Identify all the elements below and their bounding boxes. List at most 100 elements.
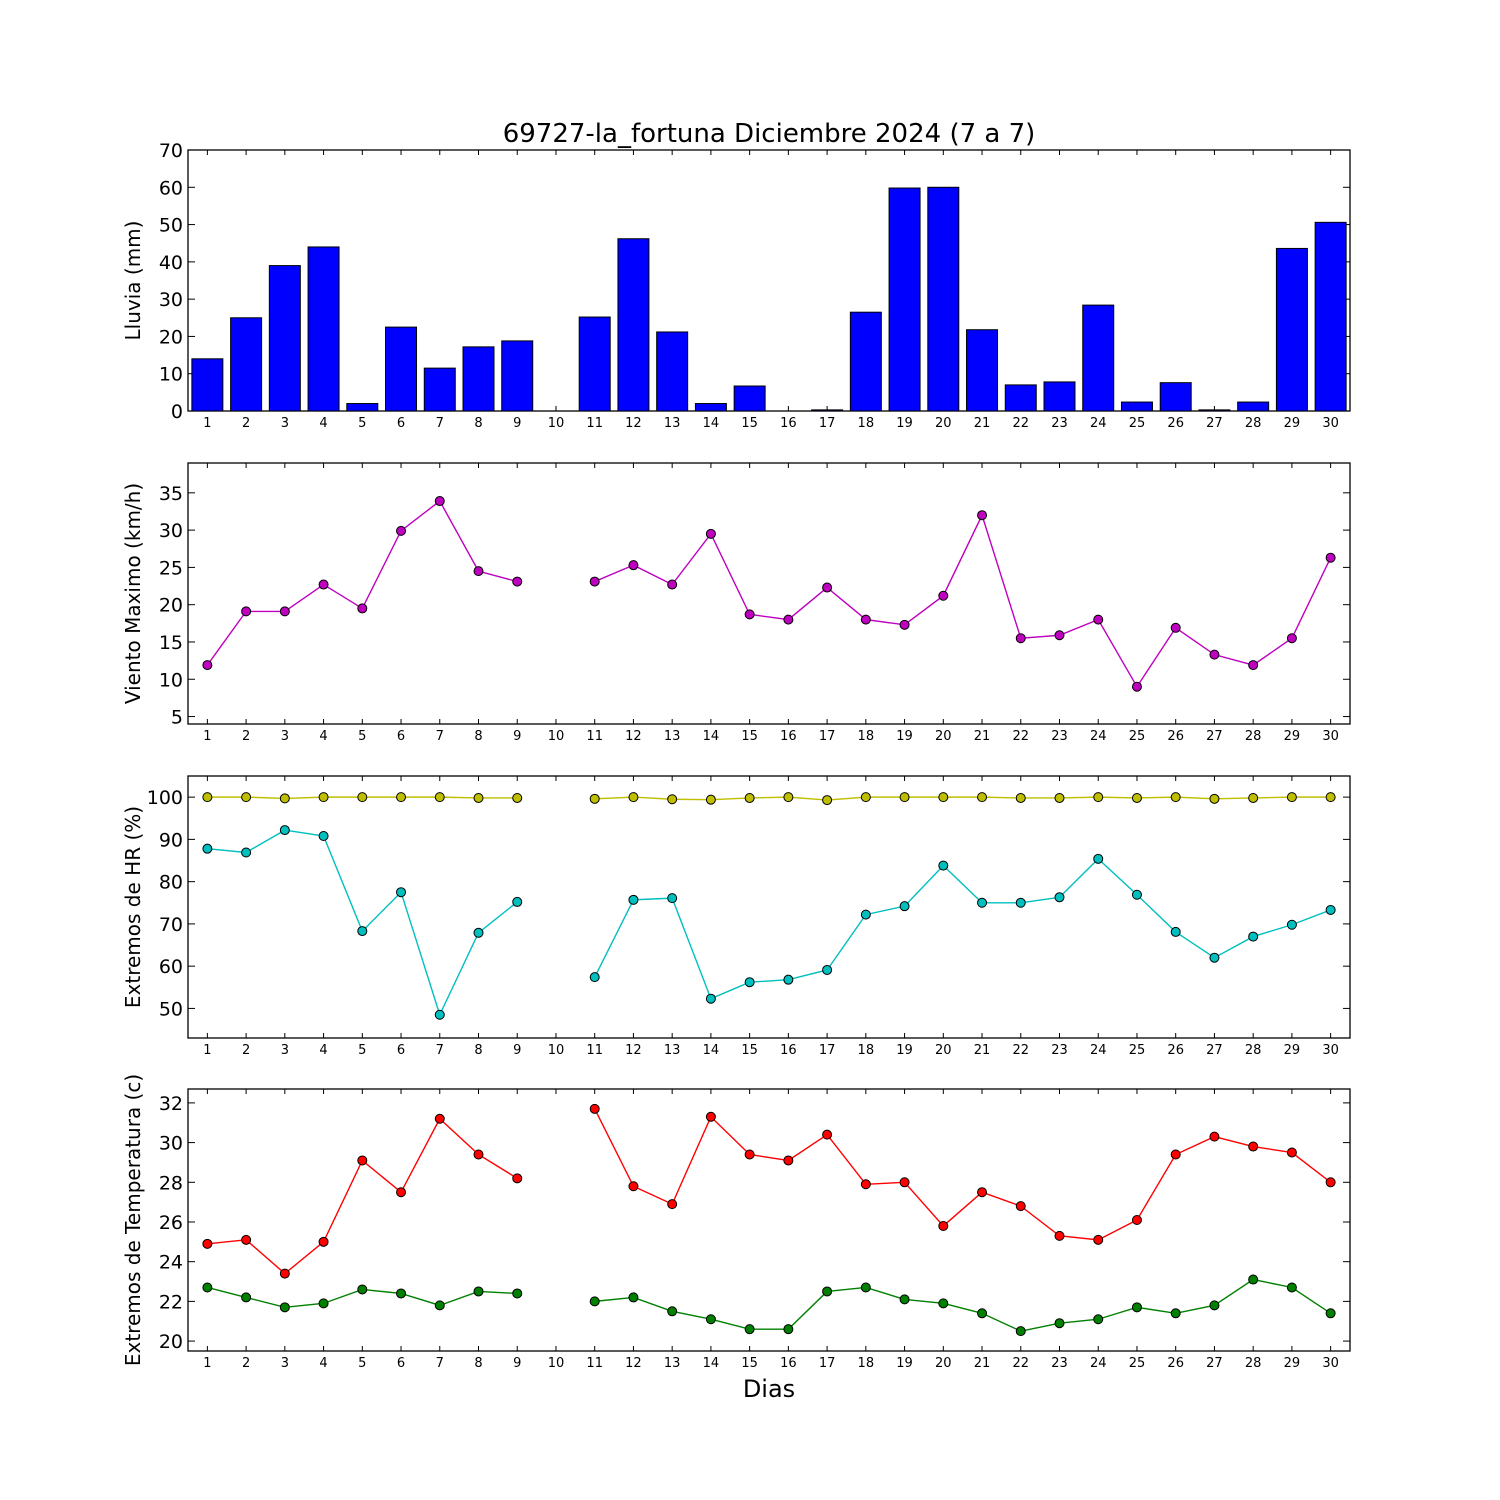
y-tick-label: 90 [159, 829, 183, 851]
x-tick-label: 20 [935, 1356, 952, 1371]
data-point [1286, 1282, 1297, 1293]
data-point [1209, 793, 1220, 804]
x-tick-label: 22 [1012, 1043, 1029, 1058]
data-point [512, 1173, 523, 1184]
x-tick-label: 7 [436, 729, 444, 744]
y-tick-label: 20 [159, 595, 183, 617]
x-tick-label: 6 [397, 416, 405, 431]
data-point [938, 792, 949, 803]
x-tick-label: 30 [1322, 416, 1339, 431]
x-tick-label: 21 [974, 729, 991, 744]
x-tick-label: 13 [664, 1356, 681, 1371]
x-tick-label: 10 [548, 416, 565, 431]
x-tick-label: 1 [203, 1043, 211, 1058]
data-point [899, 792, 910, 803]
x-tick-label: 27 [1206, 1356, 1223, 1371]
x-tick-label: 1 [203, 1356, 211, 1371]
bar [1237, 401, 1270, 412]
data-point [667, 1199, 678, 1210]
x-tick-label: 24 [1090, 729, 1107, 744]
data-point [705, 1111, 716, 1122]
data-point [1325, 904, 1336, 915]
data-point [628, 1181, 639, 1192]
data-point [318, 792, 329, 803]
data-point [899, 1294, 910, 1305]
data-point [279, 1302, 290, 1313]
data-point [357, 926, 368, 937]
x-tick-label: 4 [319, 416, 327, 431]
data-point [1248, 660, 1259, 671]
plot-frame [187, 462, 1351, 725]
data-point [1209, 952, 1220, 963]
x-tick-label: 18 [858, 1356, 875, 1371]
y-tick-label: 20 [159, 1331, 183, 1353]
data-point [860, 614, 871, 625]
series-line [594, 513, 1332, 689]
bar [268, 265, 301, 412]
data-point [357, 792, 368, 803]
x-tick-label: 23 [1051, 729, 1068, 744]
x-axis-label: Dias [743, 1375, 795, 1403]
x-tick-label: 14 [703, 1043, 720, 1058]
data-point [318, 579, 329, 590]
x-tick-label: 7 [436, 1356, 444, 1371]
data-point [1286, 792, 1297, 803]
x-tick-label: 23 [1051, 1356, 1068, 1371]
data-point [202, 792, 213, 803]
bar [656, 331, 689, 412]
data-point [1054, 1230, 1065, 1241]
x-tick-label: 2 [242, 416, 250, 431]
data-point [977, 792, 988, 803]
y-tick-label: 24 [159, 1252, 183, 1274]
x-tick-label: 17 [819, 1356, 836, 1371]
data-point [396, 792, 407, 803]
y-tick-label: 28 [159, 1172, 183, 1194]
x-tick-label: 21 [974, 1043, 991, 1058]
data-point [860, 1282, 871, 1293]
bar [1120, 401, 1153, 412]
x-tick-label: 15 [741, 729, 758, 744]
x-tick-label: 12 [625, 1356, 642, 1371]
data-point [783, 1155, 794, 1166]
x-tick-label: 26 [1167, 729, 1184, 744]
bar [501, 340, 534, 412]
x-tick-label: 20 [935, 416, 952, 431]
series-line [207, 1117, 518, 1275]
data-point [279, 1268, 290, 1279]
data-point [667, 1306, 678, 1317]
data-point [1325, 1177, 1336, 1188]
data-point [473, 792, 484, 803]
x-tick-label: 21 [974, 1356, 991, 1371]
x-tick-label: 28 [1245, 1356, 1262, 1371]
x-tick-label: 9 [513, 1356, 521, 1371]
x-tick-label: 17 [819, 729, 836, 744]
data-point [589, 793, 600, 804]
data-point [1325, 1308, 1336, 1319]
x-tick-label: 26 [1167, 416, 1184, 431]
data-point [783, 1324, 794, 1335]
x-tick-label: 13 [664, 1043, 681, 1058]
x-tick-label: 13 [664, 729, 681, 744]
data-point [1015, 1201, 1026, 1212]
data-point [1054, 630, 1065, 641]
data-point [977, 897, 988, 908]
x-tick-label: 4 [319, 1356, 327, 1371]
bar [346, 403, 379, 412]
y-tick-label: 0 [171, 401, 183, 423]
x-tick-label: 10 [548, 1356, 565, 1371]
bar [927, 186, 960, 412]
data-point [589, 972, 600, 983]
x-tick-label: 26 [1167, 1356, 1184, 1371]
data-point [473, 1286, 484, 1297]
y-axis-label: Extremos de HR (%) [121, 806, 145, 1008]
x-tick-label: 30 [1322, 1043, 1339, 1058]
x-tick-label: 2 [242, 729, 250, 744]
data-point [357, 1284, 368, 1295]
y-tick-label: 30 [159, 289, 183, 311]
data-point [396, 1187, 407, 1198]
x-tick-label: 3 [281, 1043, 289, 1058]
